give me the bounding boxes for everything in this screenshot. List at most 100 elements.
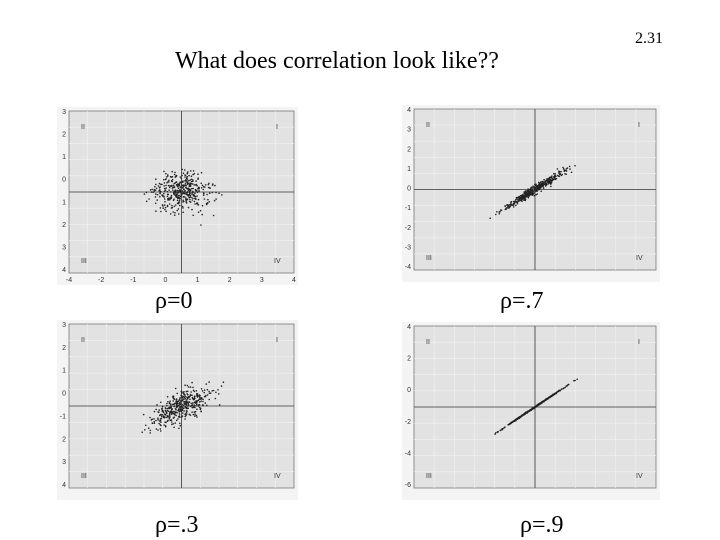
scatter-dot (171, 204, 173, 207)
scatter-dot (564, 173, 566, 175)
scatter-dot (194, 397, 196, 400)
scatter-dot (182, 211, 184, 214)
scatter-dot (542, 400, 545, 403)
scatter-dot (204, 186, 206, 188)
scatter-dot (186, 190, 189, 193)
y-tick-label: 1 (62, 154, 66, 161)
scatter-dot (191, 187, 193, 190)
scatter-dot (200, 388, 203, 390)
scatter-dot (548, 178, 550, 181)
scatter-dot (171, 187, 174, 189)
scatter-dot (554, 173, 556, 175)
scatter-dot (197, 173, 199, 175)
scatter-dot (174, 212, 176, 214)
x-tick-label: -2 (98, 277, 104, 284)
scatter-dot (163, 170, 165, 173)
scatter-dot (556, 174, 559, 177)
scatter-dot (199, 394, 201, 397)
scatter-dot (196, 202, 198, 204)
scatter-dot (558, 175, 561, 178)
scatter-dot (512, 200, 515, 203)
scatter-dot (163, 192, 165, 195)
scatter-dot (163, 417, 166, 419)
scatter-dot (182, 199, 184, 201)
scatter-dot (218, 404, 221, 406)
scatter-dot (155, 408, 157, 411)
scatter-dot (168, 186, 171, 189)
quadrant-label: IV (636, 255, 643, 262)
scatter-dot (185, 197, 187, 199)
scatter-dot (176, 199, 179, 202)
scatter-dot (170, 191, 172, 193)
scatter-dot (155, 210, 157, 212)
scatter-dot (191, 406, 193, 409)
y-tick-label: -4 (405, 264, 411, 271)
scatter-dot (509, 422, 511, 425)
scatter-dot (191, 397, 194, 400)
scatter-dot (163, 196, 165, 198)
scatter-dot (526, 190, 528, 193)
scatter-dot (221, 194, 223, 196)
y-tick-label: 2 (62, 436, 66, 443)
y-tick-label: 2 (407, 356, 411, 363)
scatter-dot (545, 182, 547, 185)
scatter-dot (184, 415, 186, 418)
scatter-dot (163, 178, 165, 181)
scatter-dot (539, 185, 542, 187)
scatter-dot (198, 187, 200, 189)
scatter-dot (178, 413, 181, 415)
scatter-dot (565, 169, 567, 172)
scatter-dot (194, 192, 196, 194)
scatter-dot (194, 413, 196, 415)
scatter-dot (165, 412, 168, 414)
scatter-dot (523, 198, 525, 200)
scatter-dot (170, 194, 173, 197)
scatter-dot (189, 394, 192, 397)
y-tick-label: -6 (405, 482, 411, 489)
scatter-dot (539, 183, 542, 186)
scatter-dot (175, 204, 177, 206)
scatter-dot (174, 192, 176, 194)
scatter-dot (179, 189, 182, 192)
scatter-dot (192, 179, 194, 181)
scatter-dot (185, 199, 187, 202)
scatter-dot (184, 418, 186, 420)
scatter-dot (160, 210, 162, 213)
scatter-dot (171, 170, 173, 173)
scatter-dot (554, 178, 556, 180)
scatter-dot (176, 412, 178, 414)
scatter-dot (489, 217, 492, 219)
scatter-dot (539, 186, 541, 188)
scatter-dot (215, 191, 217, 194)
scatter-dot (161, 409, 164, 411)
scatter-dot (184, 176, 186, 178)
scatter-dot (176, 192, 178, 194)
scatter-dot (570, 171, 573, 174)
scatter-dot (164, 409, 167, 412)
scatter-dot (526, 192, 529, 195)
scatter-dot (172, 185, 175, 187)
scatter-dot (154, 196, 157, 198)
scatter-dot (156, 404, 158, 406)
scatter-dot (181, 409, 184, 412)
panel-caption: ρ=.7 (500, 288, 544, 314)
y-tick-label: -4 (405, 450, 411, 457)
scatter-dot (508, 206, 511, 209)
scatter-dot (519, 196, 522, 199)
scatter-dot (174, 171, 176, 174)
scatter-dot (185, 177, 188, 180)
scatter-dot (185, 198, 187, 201)
scatter-dot (175, 414, 177, 417)
scatter-dot (220, 385, 223, 387)
scatter-dot (183, 410, 185, 412)
scatter-dot (182, 196, 185, 198)
scatter-dot (164, 208, 166, 211)
scatter-dot (552, 178, 555, 181)
scatter-dot (155, 193, 157, 195)
scatter-dot (171, 408, 174, 410)
scatter-dot (177, 416, 180, 418)
scatter-dot (565, 385, 568, 387)
